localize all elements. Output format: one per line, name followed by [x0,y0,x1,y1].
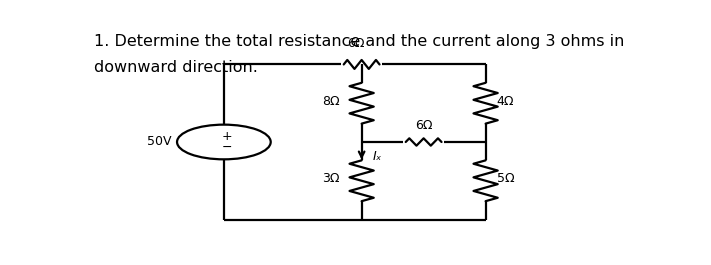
Text: 5Ω: 5Ω [496,172,514,185]
Text: downward direction.: downward direction. [95,60,258,75]
Text: 50V: 50V [147,135,171,148]
Text: 6Ω: 6Ω [415,119,432,132]
Text: −: − [221,141,232,154]
Text: 3Ω: 3Ω [322,172,340,185]
Text: 4Ω: 4Ω [496,95,514,108]
Text: 1. Determine the total resistance and the current along 3 ohms in: 1. Determine the total resistance and th… [95,34,625,49]
Text: 6Ω: 6Ω [348,37,365,50]
Text: +: + [221,130,232,143]
Text: 8Ω: 8Ω [322,95,340,108]
Text: Iₓ: Iₓ [373,150,382,163]
